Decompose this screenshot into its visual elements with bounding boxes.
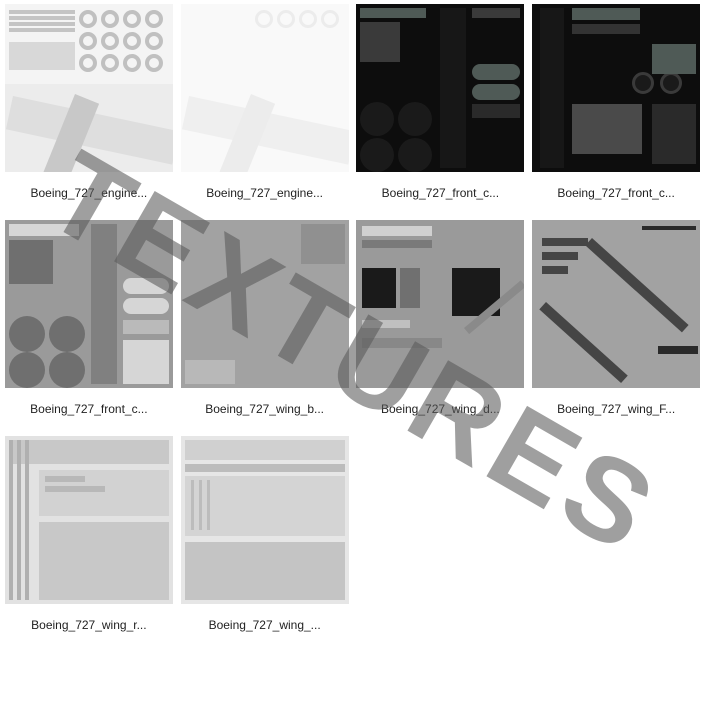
texture-label: Boeing_727_wing_F...	[557, 402, 675, 416]
texture-thumbnail[interactable]	[532, 4, 700, 172]
texture-label: Boeing_727_front_c...	[30, 402, 147, 416]
texture-label: Boeing_727_wing_r...	[31, 618, 146, 632]
texture-item[interactable]: Boeing_727_engine...	[4, 4, 174, 214]
texture-label: Boeing_727_engine...	[30, 186, 147, 200]
texture-thumbnail[interactable]	[532, 220, 700, 388]
texture-item[interactable]: Boeing_727_wing_d...	[356, 220, 526, 430]
texture-label: Boeing_727_front_c...	[557, 186, 674, 200]
texture-grid: Boeing_727_engine... Boeing_727_engine..…	[0, 0, 705, 650]
texture-item[interactable]: Boeing_727_wing_...	[180, 436, 350, 646]
texture-item[interactable]: Boeing_727_wing_F...	[531, 220, 701, 430]
texture-label: Boeing_727_wing_b...	[205, 402, 324, 416]
texture-label: Boeing_727_front_c...	[382, 186, 499, 200]
texture-thumbnail[interactable]	[5, 4, 173, 172]
texture-item[interactable]: Boeing_727_front_c...	[531, 4, 701, 214]
texture-thumbnail[interactable]	[5, 220, 173, 388]
texture-thumbnail[interactable]	[356, 4, 524, 172]
texture-label: Boeing_727_wing_...	[209, 618, 321, 632]
texture-item[interactable]: Boeing_727_front_c...	[4, 220, 174, 430]
texture-thumbnail[interactable]	[181, 4, 349, 172]
texture-thumbnail[interactable]	[356, 220, 524, 388]
texture-thumbnail[interactable]	[5, 436, 173, 604]
texture-item[interactable]: Boeing_727_wing_r...	[4, 436, 174, 646]
texture-label: Boeing_727_wing_d...	[381, 402, 500, 416]
texture-item[interactable]: Boeing_727_front_c...	[356, 4, 526, 214]
texture-thumbnail[interactable]	[181, 436, 349, 604]
texture-label: Boeing_727_engine...	[206, 186, 323, 200]
texture-item[interactable]: Boeing_727_engine...	[180, 4, 350, 214]
texture-thumbnail[interactable]	[181, 220, 349, 388]
texture-item[interactable]: Boeing_727_wing_b...	[180, 220, 350, 430]
